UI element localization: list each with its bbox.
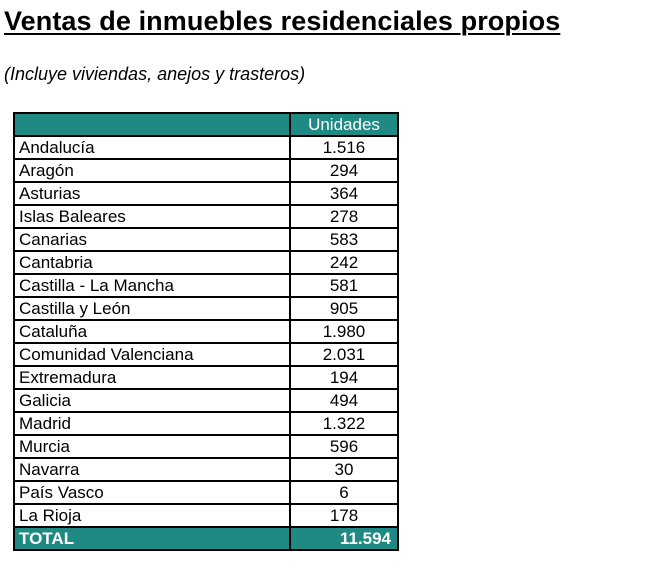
table-row: Galicia 494 xyxy=(13,388,399,413)
total-label-cell: TOTAL xyxy=(13,526,291,551)
table-row: Islas Baleares 278 xyxy=(13,204,399,229)
units-cell: 242 xyxy=(289,250,399,275)
table-row: Madrid 1.322 xyxy=(13,411,399,436)
total-units-cell: 11.594 xyxy=(289,526,399,551)
region-cell: Aragón xyxy=(13,158,291,183)
page-subtitle: (Incluye viviendas, anejos y trasteros) xyxy=(4,64,306,84)
units-cell: 178 xyxy=(289,503,399,528)
region-cell: Canarias xyxy=(13,227,291,252)
units-cell: 294 xyxy=(289,158,399,183)
table-header-row: Unidades xyxy=(13,112,399,137)
header-region-cell xyxy=(13,112,291,137)
table-total-row: TOTAL 11.594 xyxy=(13,526,399,551)
table-row: Navarra 30 xyxy=(13,457,399,482)
table-row: Comunidad Valenciana 2.031 xyxy=(13,342,399,367)
table-row: Aragón 294 xyxy=(13,158,399,183)
region-cell: Castilla - La Mancha xyxy=(13,273,291,298)
units-cell: 6 xyxy=(289,480,399,505)
region-cell: La Rioja xyxy=(13,503,291,528)
table-row: Cantabria 242 xyxy=(13,250,399,275)
table-row: Andalucía 1.516 xyxy=(13,135,399,160)
table-row: Extremadura 194 xyxy=(13,365,399,390)
units-cell: 1.980 xyxy=(289,319,399,344)
table-row: País Vasco 6 xyxy=(13,480,399,505)
units-cell: 905 xyxy=(289,296,399,321)
region-cell: Cataluña xyxy=(13,319,291,344)
units-cell: 1.322 xyxy=(289,411,399,436)
region-cell: Extremadura xyxy=(13,365,291,390)
region-cell: Andalucía xyxy=(13,135,291,160)
region-cell: Madrid xyxy=(13,411,291,436)
header-units-cell: Unidades xyxy=(289,112,399,137)
region-cell: Islas Baleares xyxy=(13,204,291,229)
sales-table: Unidades Andalucía 1.516 Aragón 294 Astu… xyxy=(13,112,399,551)
units-cell: 30 xyxy=(289,457,399,482)
table-row: Asturias 364 xyxy=(13,181,399,206)
units-cell: 2.031 xyxy=(289,342,399,367)
table-row: Canarias 583 xyxy=(13,227,399,252)
region-cell: País Vasco xyxy=(13,480,291,505)
units-cell: 581 xyxy=(289,273,399,298)
region-cell: Cantabria xyxy=(13,250,291,275)
table-row: Cataluña 1.980 xyxy=(13,319,399,344)
table-row: Castilla y León 905 xyxy=(13,296,399,321)
region-cell: Navarra xyxy=(13,457,291,482)
region-cell: Asturias xyxy=(13,181,291,206)
units-cell: 364 xyxy=(289,181,399,206)
units-cell: 278 xyxy=(289,204,399,229)
region-cell: Galicia xyxy=(13,388,291,413)
table-row: La Rioja 178 xyxy=(13,503,399,528)
region-cell: Murcia xyxy=(13,434,291,459)
table-row: Murcia 596 xyxy=(13,434,399,459)
units-cell: 194 xyxy=(289,365,399,390)
units-cell: 494 xyxy=(289,388,399,413)
region-cell: Comunidad Valenciana xyxy=(13,342,291,367)
units-cell: 1.516 xyxy=(289,135,399,160)
table-row: Castilla - La Mancha 581 xyxy=(13,273,399,298)
region-cell: Castilla y León xyxy=(13,296,291,321)
page-title: Ventas de inmuebles residenciales propio… xyxy=(4,6,561,36)
units-cell: 596 xyxy=(289,434,399,459)
units-cell: 583 xyxy=(289,227,399,252)
